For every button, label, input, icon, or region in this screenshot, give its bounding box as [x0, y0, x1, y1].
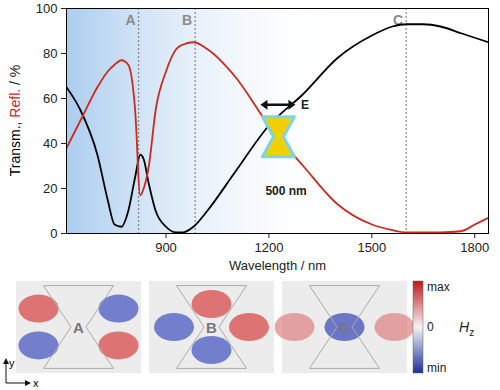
- svg-text:B: B: [206, 319, 217, 336]
- svg-text:60: 60: [43, 91, 57, 106]
- svg-text:20: 20: [43, 181, 57, 196]
- svg-text:Transm., Refl. / %: Transm., Refl. / %: [7, 65, 23, 177]
- svg-text:40: 40: [43, 136, 57, 151]
- svg-text:1200: 1200: [254, 240, 283, 255]
- svg-text:x: x: [33, 377, 39, 389]
- svg-text:1800: 1800: [460, 240, 489, 255]
- svg-text:80: 80: [43, 46, 57, 61]
- svg-text:y: y: [9, 357, 15, 369]
- svg-text:Wavelength / nm: Wavelength / nm: [229, 258, 326, 273]
- svg-text:1500: 1500: [357, 240, 386, 255]
- svg-text:0: 0: [50, 226, 57, 241]
- svg-text:500 nm: 500 nm: [265, 184, 306, 198]
- svg-text:A: A: [73, 319, 84, 336]
- svg-text:B: B: [182, 12, 192, 28]
- svg-text:100: 100: [36, 1, 58, 16]
- svg-text:E: E: [301, 98, 309, 112]
- svg-text:Hz: Hz: [459, 319, 474, 338]
- svg-text:min: min: [427, 361, 446, 375]
- svg-text:0: 0: [427, 320, 434, 334]
- svg-text:max: max: [427, 280, 450, 294]
- svg-text:900: 900: [155, 240, 177, 255]
- svg-text:C: C: [339, 319, 350, 336]
- svg-text:A: A: [125, 12, 135, 28]
- svg-text:C: C: [393, 12, 404, 28]
